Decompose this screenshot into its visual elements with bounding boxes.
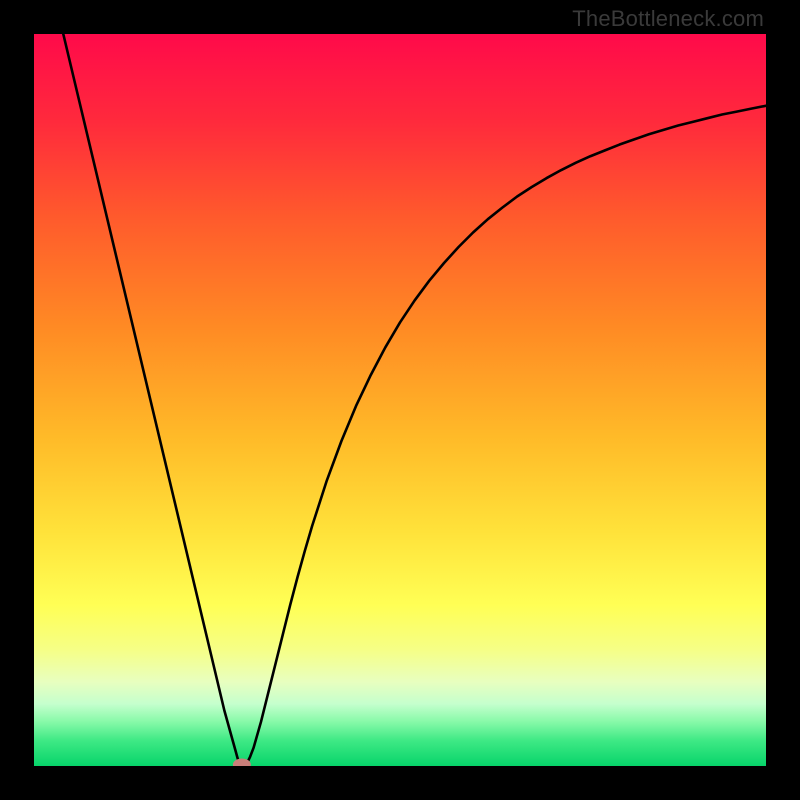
gradient-background bbox=[34, 34, 766, 766]
watermark-text: TheBottleneck.com bbox=[572, 6, 764, 32]
plot-svg bbox=[34, 34, 766, 766]
plot-area bbox=[34, 34, 766, 766]
chart-frame: TheBottleneck.com bbox=[0, 0, 800, 800]
